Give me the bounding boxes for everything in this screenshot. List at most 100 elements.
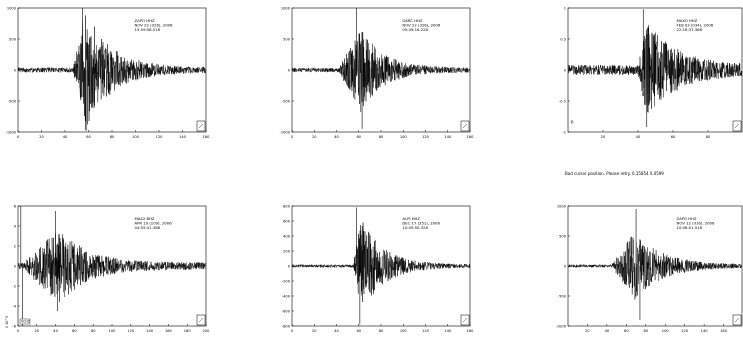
corner-box-mark <box>734 317 740 323</box>
y-tick-label: -0.5 <box>559 99 566 103</box>
x-tick-label: 60 <box>356 329 361 333</box>
x-tick-label: 120 <box>422 329 430 333</box>
x-tick-label: 100 <box>132 135 140 139</box>
x-tick-label: 40 <box>334 329 339 333</box>
y-tick-label: 6 <box>14 204 17 208</box>
x-tick-label: 40 <box>636 135 641 139</box>
y-tick-label: 500 <box>559 234 567 238</box>
y-tick-label: 200 <box>283 249 291 253</box>
y-tick-label: -200 <box>282 279 291 283</box>
station-info-line: ALPI HHZ <box>402 216 420 221</box>
corner-box-mark <box>198 317 204 323</box>
x-tick-label: 80 <box>643 329 648 333</box>
x-tick-label: 80 <box>379 135 384 139</box>
x-tick-label: 20 <box>35 329 40 333</box>
y-tick-label: 0 <box>288 68 291 72</box>
x-tick-label: 160 <box>467 135 475 139</box>
x-tick-label: 40 <box>53 329 58 333</box>
station-info-line: 15:59:58.518 <box>135 27 161 32</box>
y-tick-label: -800 <box>282 324 291 328</box>
x-tick-label: 40 <box>63 135 68 139</box>
x-tick-label: 20 <box>312 135 317 139</box>
corner-box <box>732 314 742 326</box>
seismic-trace <box>568 236 742 300</box>
y-axis-scale-label: X 10^3 <box>5 316 9 328</box>
seismic-trace <box>18 15 206 130</box>
x-tick-label: 140 <box>444 329 452 333</box>
y-tick-label: -500 <box>282 99 291 103</box>
x-tick-label: 60 <box>72 329 77 333</box>
x-tick-label: 60 <box>86 135 91 139</box>
x-tick-label: 60 <box>356 135 361 139</box>
station-info-line: 22:18:37.368 <box>677 27 703 32</box>
station-info-line: ZAPO HHZ <box>135 18 155 23</box>
y-tick-label: 4 <box>14 224 17 228</box>
station-info-line: NOV 22 (326), 2006 <box>135 23 173 28</box>
y-tick-label: 0 <box>288 264 291 268</box>
corner-box-mark <box>198 123 204 129</box>
y-tick-label: 0 <box>14 68 17 72</box>
seismic-trace <box>292 31 470 112</box>
seismic-trace <box>18 233 206 303</box>
corner-box <box>732 120 742 132</box>
y-tick-label: -1000 <box>280 130 291 134</box>
y-tick-label: -2 <box>12 284 16 288</box>
y-tick-label: 0.5 <box>560 37 566 41</box>
x-tick-label: 80 <box>91 329 96 333</box>
x-tick-label: 100 <box>662 329 670 333</box>
y-tick-label: 0 <box>564 68 567 72</box>
x-tick-label: 20 <box>39 135 44 139</box>
y-tick-label: -500 <box>558 294 567 298</box>
x-tick-label: 60 <box>671 135 676 139</box>
status-message: Bad cursor position. Please retry. 0.158… <box>565 171 664 176</box>
corner-box <box>460 120 470 132</box>
y-tick-label: -1000 <box>556 324 567 328</box>
x-tick-label: 120 <box>422 135 430 139</box>
legend-box <box>19 318 31 325</box>
x-tick-label: 100 <box>400 329 408 333</box>
corner-box-mark <box>734 123 740 129</box>
x-tick-label: 120 <box>127 329 135 333</box>
y-tick-label: 0 <box>14 264 17 268</box>
y-tick-label: -600 <box>282 309 291 313</box>
station-info-line: GARC HHZ <box>402 18 423 23</box>
x-tick-label: 180 <box>184 329 192 333</box>
x-tick-label: 20 <box>312 329 317 333</box>
corner-box-mark <box>462 317 468 323</box>
station-info-line: 10:05:50.328 <box>402 225 428 230</box>
x-tick-label: 40 <box>334 135 339 139</box>
seismic-trace <box>292 222 470 303</box>
x-tick-label: 140 <box>701 329 709 333</box>
y-tick-label: 0 <box>564 264 567 268</box>
station-info-line: MAXO HHZ <box>677 18 698 23</box>
x-tick-label: 0 <box>291 329 294 333</box>
y-tick-label: 1000 <box>281 6 291 10</box>
station-info-line: 10:08:01.518 <box>677 225 703 230</box>
y-tick-label: 1 <box>564 6 566 10</box>
x-tick-label: 0 <box>291 135 294 139</box>
x-tick-label: 40 <box>605 329 610 333</box>
phase-marker-label: P <box>571 120 574 125</box>
y-tick-label: 500 <box>9 37 17 41</box>
x-tick-label: 0 <box>17 135 20 139</box>
x-tick-label: 80 <box>379 329 384 333</box>
station-info-line: NOV 12 (316), 2006 <box>677 221 715 226</box>
station-info-line: 05:49:16.228 <box>402 27 428 32</box>
y-tick-label: -500 <box>8 99 17 103</box>
station-info-line: MA42 BHZ <box>135 216 155 221</box>
corner-box <box>196 120 206 132</box>
corner-box <box>460 314 470 326</box>
x-tick-label: 160 <box>720 329 728 333</box>
seismic-trace <box>568 25 742 113</box>
x-tick-label: 60 <box>624 329 629 333</box>
station-info-line: APR 19 (109), 2006 <box>135 221 173 226</box>
y-tick-label: -6 <box>12 324 16 328</box>
y-tick-label: -1000 <box>6 130 17 134</box>
x-tick-label: 120 <box>681 329 689 333</box>
x-tick-label: 200 <box>203 329 211 333</box>
x-tick-label: 80 <box>706 135 711 139</box>
legend-label: VCHZ <box>21 320 31 324</box>
x-tick-label: 100 <box>109 329 117 333</box>
